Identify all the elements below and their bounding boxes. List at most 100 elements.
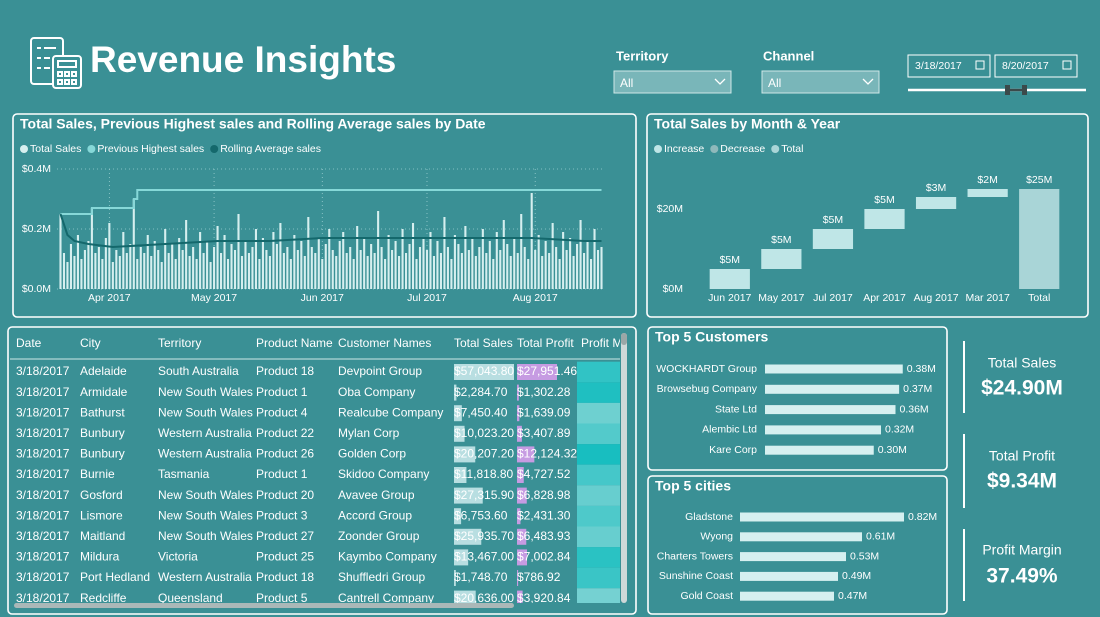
bar xyxy=(544,241,547,289)
legend-marker xyxy=(654,145,662,153)
date-slider[interactable] xyxy=(908,85,1086,95)
profit-databar xyxy=(517,528,527,545)
category-label: Gladstone xyxy=(685,511,733,523)
y-tick-label: $0.2M xyxy=(22,223,51,235)
table-cell: $27,315.90 xyxy=(454,488,514,502)
sales-databar xyxy=(454,364,514,380)
bar xyxy=(551,223,554,289)
sales-databar xyxy=(454,508,462,525)
bar xyxy=(111,262,114,289)
bar xyxy=(450,259,453,289)
line xyxy=(60,189,602,215)
bar xyxy=(377,211,380,289)
sales-databar xyxy=(454,487,483,504)
bar xyxy=(548,253,551,289)
bar xyxy=(310,247,313,289)
y-tick-label: $0M xyxy=(663,283,683,295)
table-cell: Oba Company xyxy=(338,385,415,399)
bar xyxy=(233,250,237,289)
table-cell: New South Wales xyxy=(158,508,253,522)
bar xyxy=(275,244,278,289)
bar xyxy=(317,238,320,289)
territory-dropdown[interactable]: All xyxy=(613,70,732,94)
kpi-value: $24.90M xyxy=(981,377,1063,400)
bar xyxy=(59,214,62,289)
bar xyxy=(516,253,519,289)
bar xyxy=(740,512,904,522)
page-title: Revenue Insights xyxy=(90,39,396,80)
bar xyxy=(391,250,394,289)
bar xyxy=(370,244,373,289)
bar xyxy=(171,244,174,289)
panel xyxy=(647,326,948,471)
table-cell: New South Wales xyxy=(158,488,253,502)
table-cell: Product 25 xyxy=(256,550,314,564)
table-cell: $7,002.84 xyxy=(517,550,571,564)
bar xyxy=(596,250,600,289)
kpi-label: Total Sales xyxy=(988,355,1056,371)
table-cell: Avavee Group xyxy=(338,488,415,502)
bar xyxy=(167,253,170,289)
bar xyxy=(80,259,83,289)
table-cell: $11,818.80 xyxy=(454,467,513,481)
bar xyxy=(363,238,366,289)
bar xyxy=(457,244,460,289)
table-cell: $20,207.20 xyxy=(454,447,514,461)
table-cell: Armidale xyxy=(80,385,128,399)
table-cell: 3/18/2017 xyxy=(16,488,70,502)
data-label: $2M xyxy=(977,174,997,186)
channel-dropdown[interactable]: All xyxy=(761,70,880,94)
bar xyxy=(579,220,582,289)
bar xyxy=(216,226,219,289)
table-cell: 3/18/2017 xyxy=(16,447,70,461)
x-tick-label: Jul 2017 xyxy=(407,292,447,304)
table-cell: Accord Group xyxy=(338,508,412,522)
bar xyxy=(415,259,418,289)
date-value: 8/20/2017 xyxy=(1002,60,1049,72)
bar xyxy=(404,253,408,289)
margin-cell xyxy=(577,464,620,486)
margin-cell xyxy=(577,485,620,506)
table-cell: Lismore xyxy=(80,508,123,522)
column-header: Profit M xyxy=(581,336,622,350)
table-cell: $7,450.40 xyxy=(454,405,508,419)
y-tick-label: $20M xyxy=(657,203,683,215)
filter-label: Channel xyxy=(763,48,814,63)
line xyxy=(59,213,602,249)
margin-cell xyxy=(577,444,620,465)
column-header: City xyxy=(80,336,101,350)
bar xyxy=(122,232,125,289)
profit-databar xyxy=(517,384,519,401)
table-cell: 3/18/2017 xyxy=(16,570,70,584)
bar xyxy=(439,253,442,289)
table-cell: 3/18/2017 xyxy=(16,426,70,440)
data-label: $5M xyxy=(771,234,791,246)
table-cell: New South Wales xyxy=(158,385,253,399)
scrollbars[interactable] xyxy=(14,333,627,608)
x-tick-label: Jul 2017 xyxy=(813,292,853,304)
bar xyxy=(534,250,537,289)
kpi-label: Total Profit xyxy=(989,448,1055,464)
date-end[interactable]: 8/20/2017 xyxy=(994,54,1078,78)
bar xyxy=(422,238,425,289)
table: Date City Territory Product Name Customer Na… xyxy=(10,331,622,605)
table-cell: Tasmania xyxy=(158,467,210,481)
bar xyxy=(429,232,432,289)
bar xyxy=(97,247,100,289)
legend-marker xyxy=(771,145,780,153)
bar xyxy=(118,256,121,289)
bar xyxy=(251,247,254,289)
table-cell: $12,124.32 xyxy=(517,447,577,461)
date-start[interactable]: 3/18/2017 xyxy=(907,54,991,78)
bar xyxy=(185,220,188,289)
waterfall-bar xyxy=(915,197,957,209)
table-cell: Redcliffe xyxy=(80,591,127,605)
bar xyxy=(321,259,324,289)
table-cell: 3/18/2017 xyxy=(16,467,70,481)
table-cell: Mildura xyxy=(80,550,120,564)
legend-marker xyxy=(210,145,219,153)
table-cell: Golden Corp xyxy=(338,447,406,461)
bar xyxy=(765,425,881,435)
bar xyxy=(258,259,261,289)
bar xyxy=(282,253,285,289)
